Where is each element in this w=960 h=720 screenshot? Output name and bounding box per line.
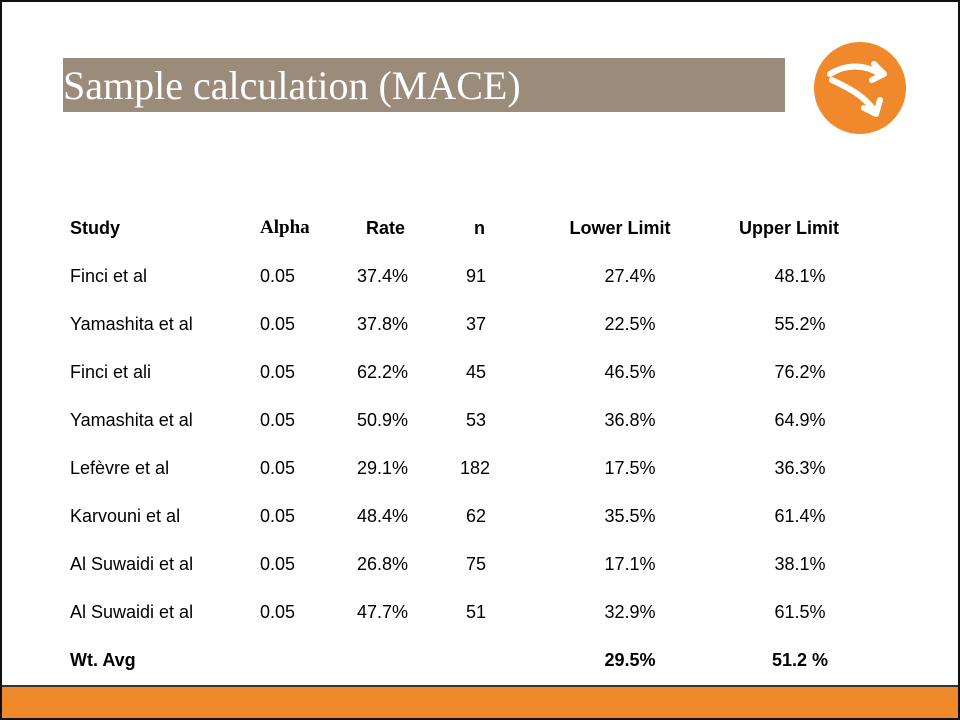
table-row: Lefèvre et al 0.05 29.1% 182 17.5% 36.3% [64,447,864,495]
table-row: Yamashita et al 0.05 50.9% 53 36.8% 64.9… [64,399,864,447]
weighted-average-upper: 51.2 % [771,650,829,670]
n-cell: 62 [466,506,487,526]
lower-limit-cell: 36.8% [604,410,656,430]
header-n: n [474,218,485,238]
n-cell: 45 [466,362,487,382]
lower-limit-cell: 27.4% [604,266,656,286]
lower-limit-cell: 17.5% [604,458,656,478]
data-table: Study Alpha Rate n Lower Limit Upper Lim… [64,207,864,687]
n-cell: 53 [466,410,487,430]
table-row: Al Suwaidi et al 0.05 47.7% 51 32.9% 61.… [64,591,864,639]
study-cell: Yamashita et al [70,314,193,334]
upper-limit-cell: 61.4% [774,506,826,526]
upper-limit-cell: 76.2% [774,362,826,382]
rate-cell: 47.7% [357,602,409,622]
n-cell: 37 [466,314,487,334]
rate-cell: 26.8% [357,554,409,574]
study-cell: Karvouni et al [70,506,181,526]
table-row: Al Suwaidi et al 0.05 26.8% 75 17.1% 38.… [64,543,864,591]
weighted-average-label: Wt. Avg [70,650,136,670]
rate-cell: 29.1% [357,458,409,478]
weighted-average-row: Wt. Avg 29.5% 51.2 % [64,639,864,687]
lower-limit-cell: 46.5% [604,362,656,382]
upper-limit-cell: 48.1% [774,266,826,286]
header-upper-limit: Upper Limit [738,218,839,238]
alpha-cell: 0.05 [260,554,296,574]
lower-limit-cell: 32.9% [604,602,656,622]
alpha-cell: 0.05 [260,602,296,622]
table-row: Yamashita et al 0.05 37.8% 37 22.5% 55.2… [64,303,864,351]
study-cell: Lefèvre et al [70,458,170,478]
lower-limit-cell: 22.5% [604,314,656,334]
study-cell: Al Suwaidi et al [70,554,194,574]
study-cell: Finci et ali [70,362,152,382]
header-rate: Rate [366,218,406,238]
title-bar: Sample calculation (MACE) [63,58,785,112]
n-cell: 182 [460,458,491,478]
lower-limit-cell: 17.1% [604,554,656,574]
alpha-cell: 0.05 [260,266,296,286]
page-title: Sample calculation (MACE) [63,63,521,108]
curved-arrows-logo-icon [814,42,906,134]
footer-accent-bar [2,685,958,718]
alpha-cell: 0.05 [260,410,296,430]
weighted-average-lower: 29.5% [604,650,656,670]
table-row: Finci et al 0.05 37.4% 91 27.4% 48.1% [64,255,864,303]
upper-limit-cell: 61.5% [774,602,826,622]
header-lower-limit: Lower Limit [569,218,671,238]
alpha-cell: 0.05 [260,458,296,478]
upper-limit-cell: 64.9% [774,410,826,430]
lower-limit-cell: 35.5% [604,506,656,526]
alpha-cell: 0.05 [260,362,296,382]
upper-limit-cell: 55.2% [774,314,826,334]
n-cell: 51 [466,602,487,622]
table-row: Karvouni et al 0.05 48.4% 62 35.5% 61.4% [64,495,864,543]
study-cell: Finci et al [70,266,148,286]
study-cell: Yamashita et al [70,410,193,430]
rate-cell: 37.8% [357,314,409,334]
upper-limit-cell: 38.1% [774,554,826,574]
rate-cell: 62.2% [357,362,409,382]
n-cell: 91 [466,266,487,286]
table-header-row: Study Alpha Rate n Lower Limit Upper Lim… [64,207,864,255]
alpha-cell: 0.05 [260,314,296,334]
n-cell: 75 [466,554,487,574]
upper-limit-cell: 36.3% [774,458,826,478]
rate-cell: 50.9% [357,410,409,430]
rate-cell: 37.4% [357,266,409,286]
alpha-cell: 0.05 [260,506,296,526]
study-cell: Al Suwaidi et al [70,602,194,622]
table-row: Finci et ali 0.05 62.2% 45 46.5% 76.2% [64,351,864,399]
header-study: Study [70,218,121,238]
rate-cell: 48.4% [357,506,409,526]
header-alpha: Alpha [260,217,310,238]
